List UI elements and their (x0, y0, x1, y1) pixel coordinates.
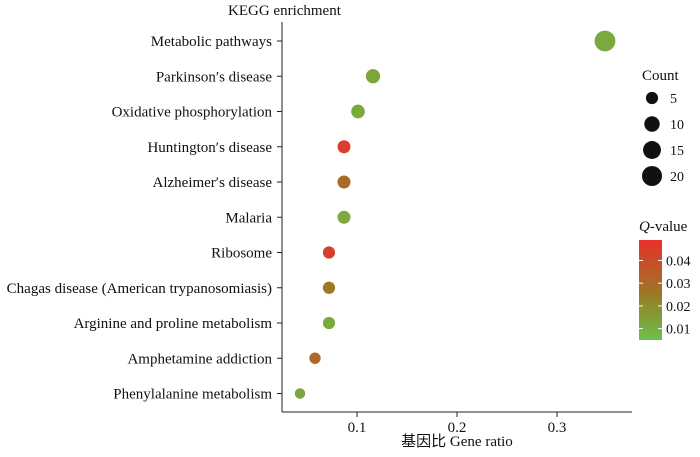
count-legend-label: 10 (670, 118, 684, 133)
q-value-tick-label: 0.02 (666, 300, 691, 315)
data-point (322, 246, 336, 259)
y-tick-label: Chagas disease (American trypanosomiasis… (7, 281, 272, 297)
count-legend-label: 5 (670, 92, 677, 107)
data-point (322, 281, 336, 294)
data-point (309, 352, 321, 364)
y-axis-ticks (277, 40, 282, 394)
data-points (294, 30, 616, 399)
y-tick-label: Alzheimer′s disease (153, 175, 273, 191)
y-tick-label: Arginine and proline metabolism (74, 316, 273, 332)
count-legend-label: 15 (670, 144, 684, 159)
count-legend-label: 20 (670, 170, 684, 185)
x-axis-ticks: 0.1 0.2 0.3 (348, 412, 567, 436)
data-point (594, 30, 616, 52)
y-tick-label: Phenylalanine metabolism (113, 387, 272, 403)
count-legend-title: Count (642, 68, 680, 84)
y-tick-label: Malaria (225, 210, 272, 226)
q-value-tick-label: 0.03 (666, 277, 691, 292)
y-tick-label: Metabolic pathways (151, 34, 272, 50)
chart-title: KEGG enrichment (228, 3, 342, 19)
x-axis-title: 基因比 Gene ratio (401, 433, 513, 450)
y-tick-label: Oxidative phosphorylation (112, 105, 273, 121)
x-tick-label: 0.1 (348, 420, 367, 436)
q-value-legend-title: Q-value (639, 219, 688, 235)
count-legend-dot (643, 141, 661, 159)
data-point (294, 388, 306, 399)
count-legend-dot (644, 116, 660, 132)
count-legend-dot (641, 165, 663, 187)
y-tick-label: Amphetamine addiction (127, 351, 272, 367)
count-legend: Count 5 10 15 20 (641, 68, 684, 187)
q-value-title-q: Q (639, 219, 650, 235)
y-tick-label: Parkinson′s disease (156, 69, 273, 85)
data-point (351, 104, 365, 119)
x-tick-label: 0.3 (548, 420, 567, 436)
data-point (322, 316, 336, 330)
data-point (365, 69, 381, 84)
q-value-legend: Q-value 0.01 0.02 0.03 0.04 (639, 219, 691, 340)
q-value-colorbar (639, 240, 662, 340)
y-tick-label: Ribosome (211, 246, 272, 262)
data-point (337, 140, 351, 154)
x-tick-label: 0.2 (448, 420, 467, 436)
data-point (337, 210, 351, 224)
q-value-title-suffix: -value (650, 219, 688, 235)
data-point (337, 175, 351, 189)
q-value-tick-label: 0.01 (666, 323, 691, 338)
count-legend-dot (645, 91, 659, 105)
q-value-tick-label: 0.04 (666, 254, 691, 269)
y-axis-labels: Metabolic pathways Parkinson′s disease Oxi… (7, 34, 273, 403)
y-tick-label: Huntington′s disease (147, 140, 272, 156)
